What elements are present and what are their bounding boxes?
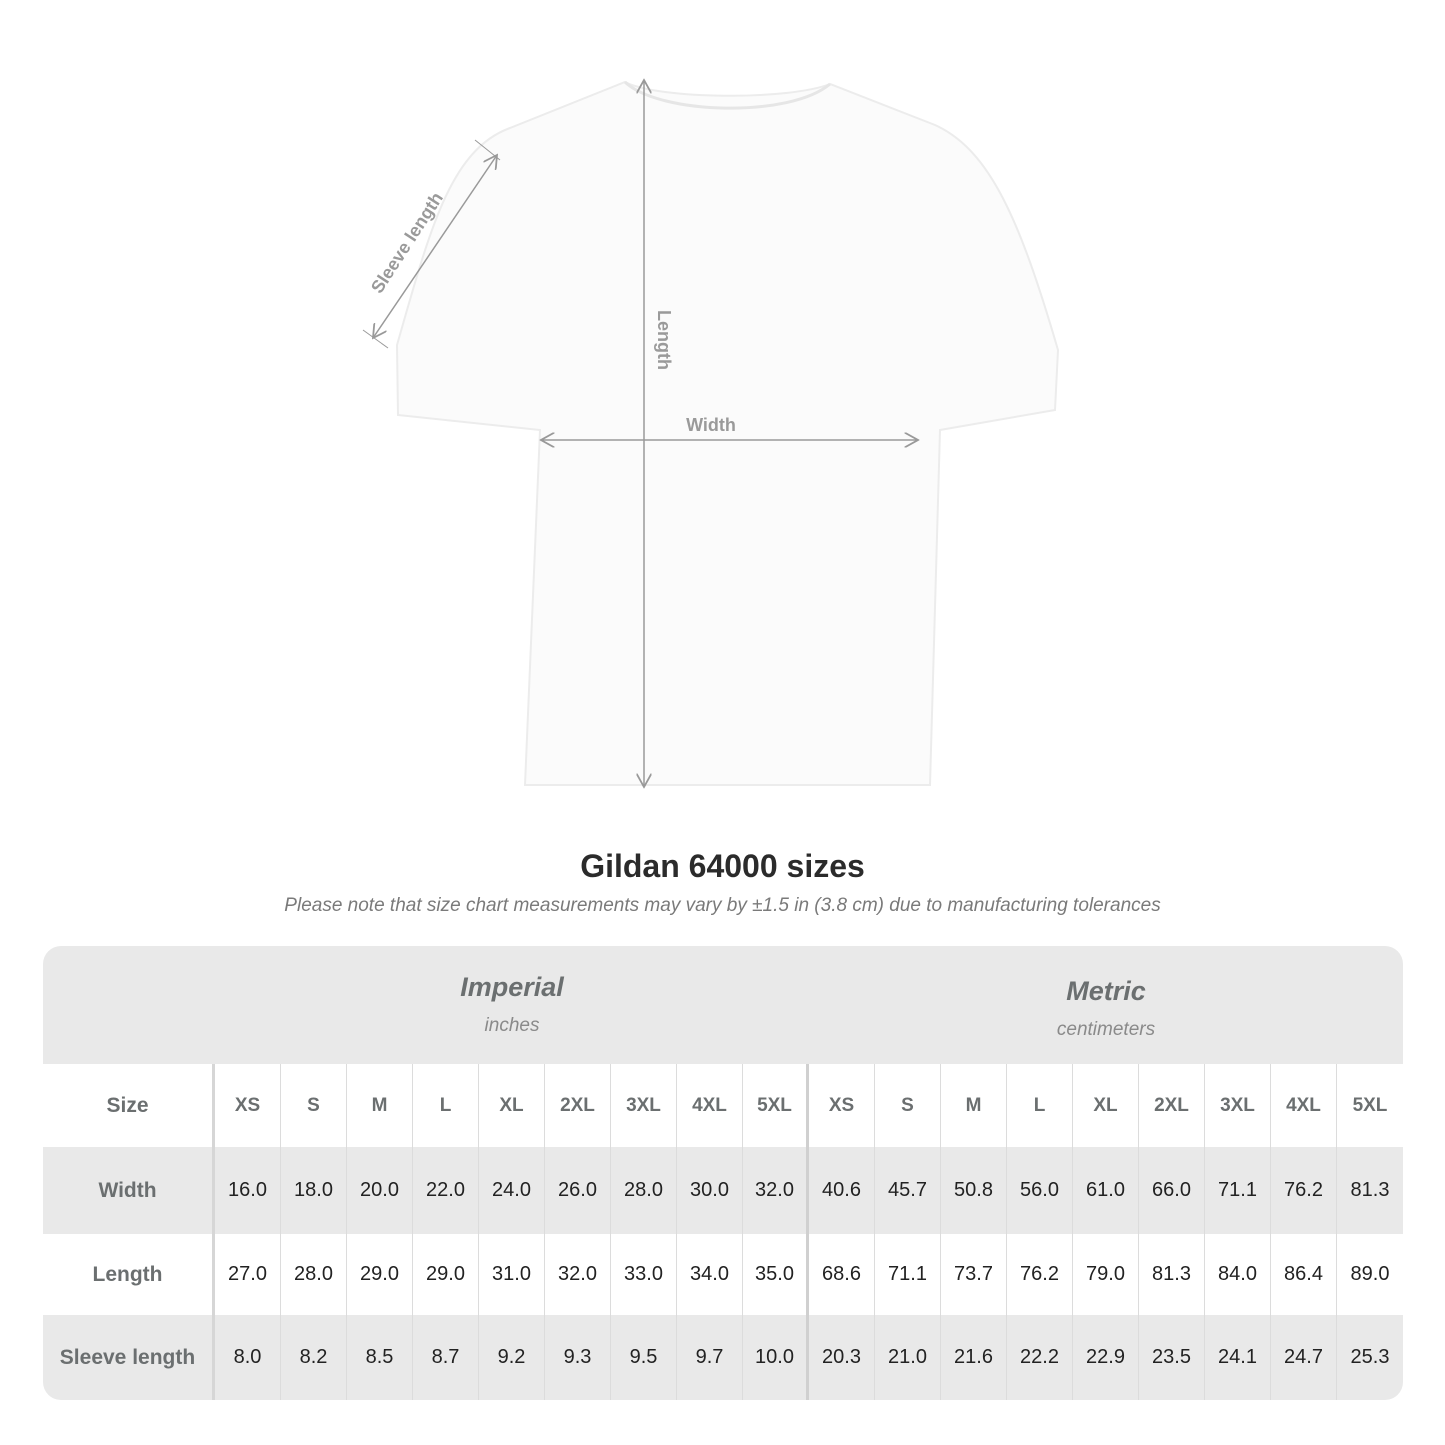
tolerance-note: Please note that size chart measurements… (284, 895, 1161, 916)
table-cell: 66.0 (1139, 1147, 1205, 1234)
page-title: Gildan 64000 sizes (580, 848, 865, 884)
table-cell: 8.0 (215, 1315, 281, 1400)
table-cell: 24.1 (1205, 1315, 1271, 1400)
size-header: L (1007, 1064, 1073, 1147)
table-cell: 76.2 (1007, 1234, 1073, 1315)
table-cell: 28.0 (281, 1234, 347, 1315)
table-cell: 8.5 (347, 1315, 413, 1400)
size-header: 3XL (611, 1064, 677, 1147)
table-cell: 50.8 (941, 1147, 1007, 1234)
table-cell: 68.6 (809, 1234, 875, 1315)
table-row: Width 16.0 18.0 20.0 22.0 24.0 26.0 28.0 30.0 32.… (43, 1147, 1403, 1234)
table-cell: 24.7 (1271, 1315, 1337, 1400)
size-header: L (413, 1064, 479, 1147)
table-cell: 86.4 (1271, 1234, 1337, 1315)
row-label: Length (43, 1234, 215, 1315)
width-label: Width (686, 415, 736, 435)
table-cell: 9.2 (479, 1315, 545, 1400)
table-cell: 25.3 (1350, 1346, 1390, 1368)
table-cell: 56.0 (1007, 1147, 1073, 1234)
size-header: 4XL (1271, 1064, 1337, 1147)
size-header: M (347, 1064, 413, 1147)
table-cell: 29.0 (347, 1234, 413, 1315)
size-header: 2XL (1139, 1064, 1205, 1147)
table-cell: 22.0 (413, 1147, 479, 1234)
sleeve-arrow (373, 155, 497, 338)
table-cell: 79.0 (1073, 1234, 1139, 1315)
table-cell: 81.3 (1139, 1234, 1205, 1315)
size-header: S (875, 1064, 941, 1147)
table-cell: 8.7 (413, 1315, 479, 1400)
table-cell: 73.7 (941, 1234, 1007, 1315)
metric-header: Metric centimeters (1056, 976, 1156, 1040)
size-header: XL (479, 1064, 545, 1147)
table-cell: 30.0 (677, 1147, 743, 1234)
table-cell: 40.6 (809, 1147, 875, 1234)
size-header: 5XL (1352, 1094, 1388, 1116)
size-header: 4XL (677, 1064, 743, 1147)
table-cell: 35.0 (743, 1234, 809, 1315)
table-cell: 22.9 (1073, 1315, 1139, 1400)
size-header: XS (809, 1064, 875, 1147)
table-cell: 32.0 (545, 1234, 611, 1315)
size-header: S (281, 1064, 347, 1147)
table-cell: 26.0 (545, 1147, 611, 1234)
table-cell: 9.5 (611, 1315, 677, 1400)
table-cell: 84.0 (1205, 1234, 1271, 1315)
table-cell: 33.0 (611, 1234, 677, 1315)
table-cell: 76.2 (1271, 1147, 1337, 1234)
tshirt-diagram: Sleeve length Length Width (362, 0, 1060, 830)
table-cell: 22.2 (1007, 1315, 1073, 1400)
table-cell: 24.0 (479, 1147, 545, 1234)
table-row: Sleeve length 8.0 8.2 8.5 8.7 9.2 9.3 9.5 9.7 10.… (43, 1315, 1403, 1400)
imperial-header: Imperial inches (460, 972, 564, 1036)
row-label: Width (43, 1147, 215, 1234)
size-header: 3XL (1205, 1064, 1271, 1147)
table-cell: 61.0 (1073, 1147, 1139, 1234)
table-cell: 9.3 (545, 1315, 611, 1400)
size-header: M (941, 1064, 1007, 1147)
table-cell: 20.0 (347, 1147, 413, 1234)
table-cell: 8.2 (281, 1315, 347, 1400)
size-header: XS (215, 1064, 281, 1147)
table-cell: 21.6 (941, 1315, 1007, 1400)
table-cell: 23.5 (1139, 1315, 1205, 1400)
table-cell: 32.0 (743, 1147, 809, 1234)
size-header: 5XL (743, 1064, 809, 1147)
table-cell: 71.1 (1205, 1147, 1271, 1234)
size-header: XL (1073, 1064, 1139, 1147)
table-cell: 34.0 (677, 1234, 743, 1315)
table-cell: 45.7 (875, 1147, 941, 1234)
table-cell: 27.0 (215, 1234, 281, 1315)
table-row: Length 27.0 28.0 29.0 29.0 31.0 32.0 33.0 34.0 35… (43, 1234, 1403, 1315)
table-cell: 9.7 (677, 1315, 743, 1400)
length-label: Length (654, 310, 674, 370)
table-cell: 20.3 (809, 1315, 875, 1400)
table-cell: 29.0 (413, 1234, 479, 1315)
table-cell: 16.0 (215, 1147, 281, 1234)
table-cell: 89.0 (1350, 1263, 1390, 1285)
table-cell: 10.0 (743, 1315, 809, 1400)
table-cell: 18.0 (281, 1147, 347, 1234)
table-cell: 71.1 (875, 1234, 941, 1315)
size-row: Size XS S M L XL 2XL 3XL 4XL 5XL XS S M L XL 2XL 3XL 4XL… (43, 1064, 1403, 1147)
table-cell: 28.0 (611, 1147, 677, 1234)
table-cell: 81.3 (1350, 1179, 1390, 1201)
size-header: 2XL (545, 1064, 611, 1147)
size-table: Imperial inches Metric centimeters Size … (43, 946, 1403, 1400)
table-cell: 21.0 (875, 1315, 941, 1400)
row-label: Sleeve length (43, 1315, 215, 1400)
table-cell: 31.0 (479, 1234, 545, 1315)
